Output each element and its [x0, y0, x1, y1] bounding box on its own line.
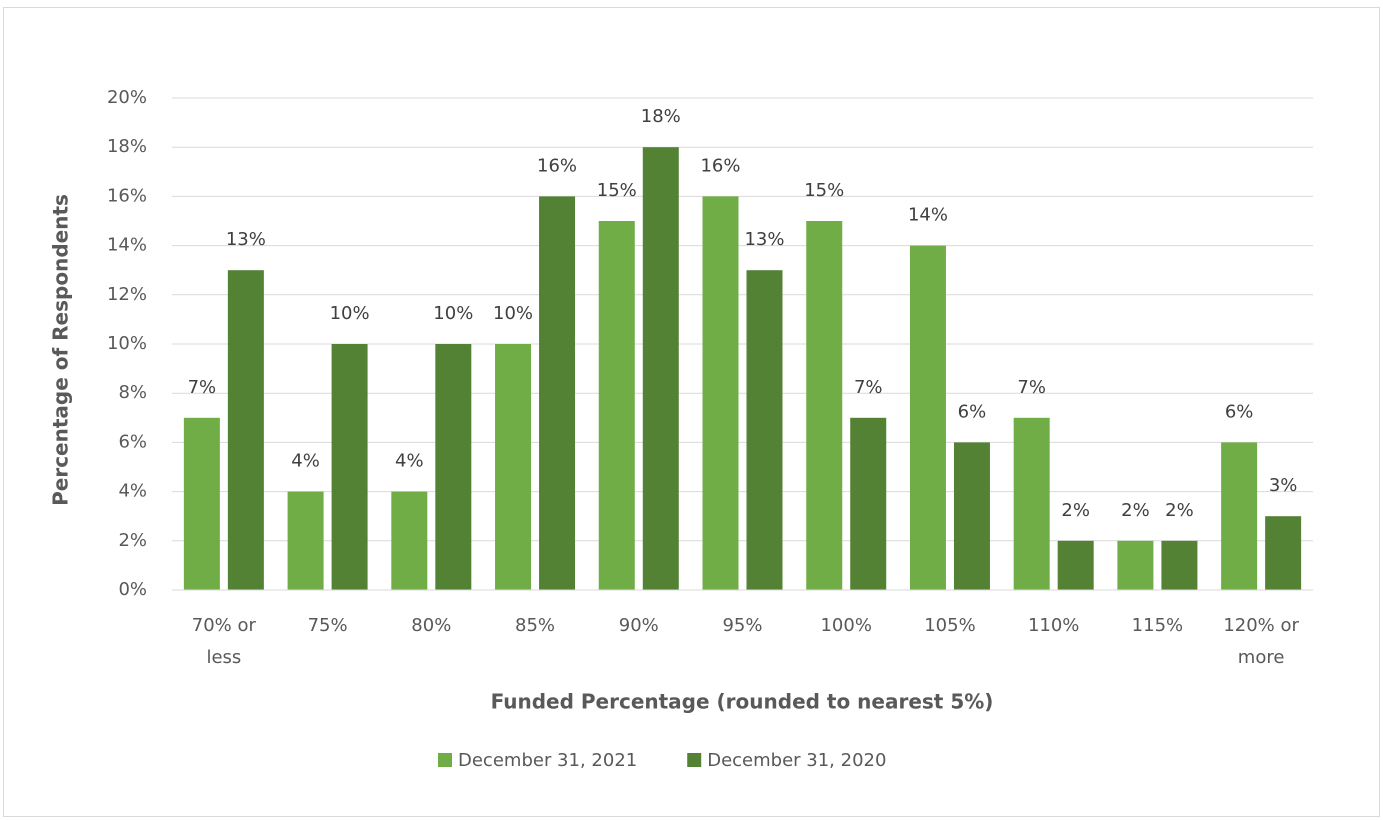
legend-swatch	[438, 753, 452, 767]
value-label: 10%	[493, 303, 533, 324]
y-tick-label: 12%	[107, 284, 147, 305]
bar	[435, 344, 472, 590]
y-axis-title: Percentage of Respondents	[49, 194, 73, 506]
bar	[287, 491, 324, 590]
y-tick-label: 8%	[118, 382, 147, 403]
y-tick-label: 16%	[107, 185, 147, 206]
bar	[642, 147, 679, 590]
bar	[1057, 540, 1094, 590]
y-tick-label: 20%	[107, 87, 147, 108]
value-label: 18%	[641, 106, 681, 127]
x-tick-label-box: 110%	[1027, 615, 1080, 636]
x-tick-label: 120% or more	[1223, 615, 1299, 668]
bar	[909, 245, 946, 590]
bar	[1013, 417, 1050, 590]
value-label: 2%	[1061, 500, 1090, 521]
value-label: 15%	[597, 180, 637, 201]
value-label: 10%	[330, 303, 370, 324]
x-tick-label: 95%	[722, 615, 763, 636]
value-label: 7%	[1017, 377, 1046, 398]
x-tick-label: 75%	[307, 615, 348, 636]
x-tick-label: 85%	[515, 615, 556, 636]
x-tick-label: 110%	[1027, 615, 1080, 636]
value-label: 2%	[1165, 500, 1194, 521]
y-tick-label: 18%	[107, 136, 147, 157]
x-tick-label-box: 115%	[1131, 615, 1184, 636]
value-label: 7%	[188, 377, 217, 398]
y-tick-label: 6%	[118, 431, 147, 452]
bar	[331, 344, 368, 590]
x-tick-label: 80%	[411, 615, 452, 636]
x-tick-label-box: 70% or less	[191, 615, 256, 668]
bar	[183, 417, 220, 590]
y-tick-label: 14%	[107, 235, 147, 256]
bar	[598, 221, 635, 590]
x-tick-label-box: 80%	[411, 615, 452, 636]
value-label: 6%	[1225, 401, 1254, 422]
value-label: 13%	[744, 229, 784, 250]
value-label: 7%	[854, 377, 883, 398]
value-label: 2%	[1121, 500, 1150, 521]
value-label: 13%	[226, 229, 266, 250]
x-tick-label: 90%	[618, 615, 659, 636]
y-tick-label: 4%	[118, 481, 147, 502]
bar	[806, 221, 843, 590]
value-label: 3%	[1269, 475, 1298, 496]
legend-label: December 31, 2021	[458, 750, 637, 771]
bar	[850, 417, 887, 590]
value-label: 10%	[433, 303, 473, 324]
x-tick-label: 70% or less	[191, 615, 256, 668]
y-tick-label: 10%	[107, 333, 147, 354]
bar	[1265, 516, 1302, 590]
x-axis-title: Funded Percentage (rounded to nearest 5%…	[491, 690, 994, 714]
x-tick-label: 115%	[1131, 615, 1184, 636]
y-tick-label: 0%	[118, 579, 147, 600]
x-tick-label-box: 75%	[307, 615, 348, 636]
bar	[1161, 540, 1198, 590]
bar	[495, 344, 532, 590]
bar	[1117, 540, 1154, 590]
legend-label: December 31, 2020	[707, 750, 886, 771]
bar	[227, 270, 264, 590]
x-tick-label-box: 95%	[722, 615, 763, 636]
x-tick-label: 100%	[820, 615, 872, 636]
x-tick-label-box: 105%	[924, 615, 976, 636]
value-label: 4%	[395, 451, 424, 472]
value-label: 16%	[537, 155, 577, 176]
x-tick-label-box: 85%	[515, 615, 556, 636]
value-label: 6%	[958, 401, 987, 422]
x-tick-label: 105%	[924, 615, 976, 636]
bar	[539, 196, 576, 590]
x-tick-label-box: 90%	[618, 615, 659, 636]
bar	[746, 270, 783, 590]
y-tick-label: 2%	[118, 530, 147, 551]
x-tick-label-box: 120% or more	[1223, 615, 1299, 668]
bar	[953, 442, 990, 590]
x-tick-label-box: 100%	[820, 615, 872, 636]
legend-swatch	[687, 753, 702, 767]
bar	[702, 196, 739, 590]
value-label: 14%	[908, 205, 948, 226]
value-label: 15%	[804, 180, 844, 201]
value-label: 16%	[700, 155, 740, 176]
bar	[1221, 442, 1258, 590]
value-label: 4%	[291, 451, 320, 472]
bar	[391, 491, 428, 590]
